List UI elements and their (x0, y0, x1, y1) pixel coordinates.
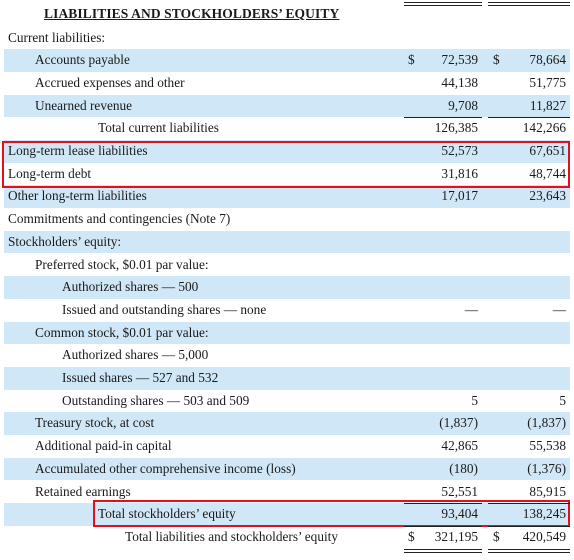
currency-symbol: $ (408, 52, 415, 68)
row-label: Treasury stock, at cost (35, 415, 155, 431)
table-row: Accrued expenses and other 44,138 51,775 (4, 72, 570, 95)
table-row: Common stock, $0.01 par value: (4, 321, 570, 345)
value-2019: 9,708 (448, 97, 478, 113)
subtotal-rule (488, 525, 570, 527)
table-row: Treasury stock, at cost (1,837) (1,837) (4, 412, 570, 436)
value-2019: 93,404 (441, 506, 478, 522)
table-row: Retained earnings 52,551 85,915 (4, 481, 570, 504)
subtotal-rule (404, 503, 482, 505)
value-2020: (1,837) (527, 415, 566, 431)
table-row: Total current liabilities 126,385 142,266 (4, 117, 570, 140)
currency-symbol: $ (493, 528, 500, 544)
table-row: Other long-term liabilities 17,017 23,643 (4, 185, 570, 209)
value-2019: 17,017 (441, 188, 478, 204)
row-label: Authorized shares — 500 (62, 279, 199, 295)
column-header-rule-1b (404, 5, 482, 6)
value-2019: 42,865 (441, 438, 478, 454)
table-row: Unearned revenue 9,708 11,827 (4, 94, 570, 118)
row-label: Accounts payable (35, 52, 130, 68)
value-2020: 142,266 (522, 120, 566, 136)
value-2020: 78,664 (529, 52, 566, 68)
value-2020: 55,538 (529, 438, 566, 454)
row-label: Long-term debt (8, 165, 92, 181)
value-2019: 52,573 (441, 143, 478, 158)
value-2020: 48,744 (529, 165, 566, 181)
table-row: Long-term debt 31,816 48,744 (4, 163, 570, 186)
row-label: Long-term lease liabilities (8, 143, 148, 158)
table-row: Issued shares — 527 and 532 (4, 367, 570, 390)
value-2019: 52,551 (441, 483, 478, 499)
grand-total-rule (404, 548, 482, 553)
row-label: Common stock, $0.01 par value: (35, 324, 209, 340)
currency-symbol: $ (408, 528, 415, 544)
subtotal-rule (488, 503, 570, 505)
row-label: Current liabilities: (8, 29, 106, 45)
table-row: Commitments and contingencies (Note 7) (4, 208, 570, 231)
row-label: Authorized shares — 5,000 (62, 347, 209, 363)
value-2020: 5 (559, 392, 566, 408)
table-row: Preferred stock, $0.01 par value: (4, 254, 570, 277)
value-2020: 23,643 (529, 188, 566, 204)
row-label: Other long-term liabilities (8, 188, 147, 204)
subtotal-rule (404, 525, 482, 527)
table-row: Current liabilities: (4, 27, 570, 50)
value-2019: 31,816 (441, 165, 478, 181)
value-2020: — (552, 301, 566, 317)
table-row: Issued and outstanding shares — none — — (4, 299, 570, 322)
row-label: Preferred stock, $0.01 par value: (35, 256, 209, 272)
row-label: Total liabilities and stockholders’ equi… (125, 528, 339, 544)
value-2020: (1,376) (527, 460, 566, 476)
value-2020: 11,827 (529, 97, 566, 113)
table-row: Authorized shares — 500 (4, 276, 570, 299)
value-2020: 85,915 (529, 483, 566, 499)
subtotal-rule (488, 117, 570, 119)
column-header-rule-1 (404, 2, 482, 3)
grand-total-rule (488, 548, 570, 553)
row-label: Retained earnings (35, 483, 131, 499)
table-title: LIABILITIES AND STOCKHOLDERS’ EQUITY (44, 6, 340, 21)
currency-symbol: $ (493, 52, 500, 68)
row-label: Commitments and contingencies (Note 7) (8, 211, 231, 227)
table-row: Accounts payable $ $72,539 78,664 (4, 49, 570, 72)
row-label: Accumulated other comprehensive income (… (35, 460, 296, 476)
table-row: Stockholders’ equity: (4, 230, 570, 254)
table-row: Total stockholders’ equity 93,404 138,245 (4, 503, 570, 526)
highlight-long-term-liabilities (2, 141, 570, 188)
row-label: Unearned revenue (35, 97, 133, 113)
value-2020: 51,775 (529, 74, 566, 90)
value-2020: 67,651 (529, 143, 566, 158)
row-label: Issued shares — 527 and 532 (62, 370, 219, 385)
value-2019: (180) (449, 460, 478, 476)
row-label: Outstanding shares — 503 and 509 (62, 392, 250, 408)
value-2019: 44,138 (441, 74, 478, 90)
value-2019: 321,195 (434, 528, 478, 544)
row-label: Stockholders’ equity: (8, 233, 122, 249)
column-header-rule-2 (488, 2, 570, 3)
value-2019: 5 (471, 392, 478, 408)
value-2020: 138,245 (522, 506, 566, 522)
table-row: Accumulated other comprehensive income (… (4, 457, 570, 481)
table-row: Outstanding shares — 503 and 509 5 5 (4, 390, 570, 413)
highlight-total-equity (93, 500, 570, 527)
row-label: Total current liabilities (98, 120, 219, 136)
value-2019: (1,837) (439, 415, 478, 431)
table-row: Long-term lease liabilities 52,573 67,651 (4, 140, 570, 163)
table-row: Total liabilities and stockholders’ equi… (4, 526, 570, 549)
row-label: Additional paid-in capital (35, 438, 172, 454)
value-2020: 420,549 (522, 528, 566, 544)
column-header-rule-2b (488, 5, 570, 6)
value-2019: 126,385 (434, 120, 478, 136)
value-2019: — (464, 301, 478, 317)
row-label: Issued and outstanding shares — none (62, 301, 267, 317)
row-label: Total stockholders’ equity (98, 506, 236, 522)
subtotal-rule (404, 117, 482, 119)
table-row: Additional paid-in capital 42,865 55,538 (4, 435, 570, 458)
row-label: Accrued expenses and other (35, 74, 185, 90)
table-row: Authorized shares — 5,000 (4, 344, 570, 367)
value-2019: 72,539 (441, 52, 478, 68)
